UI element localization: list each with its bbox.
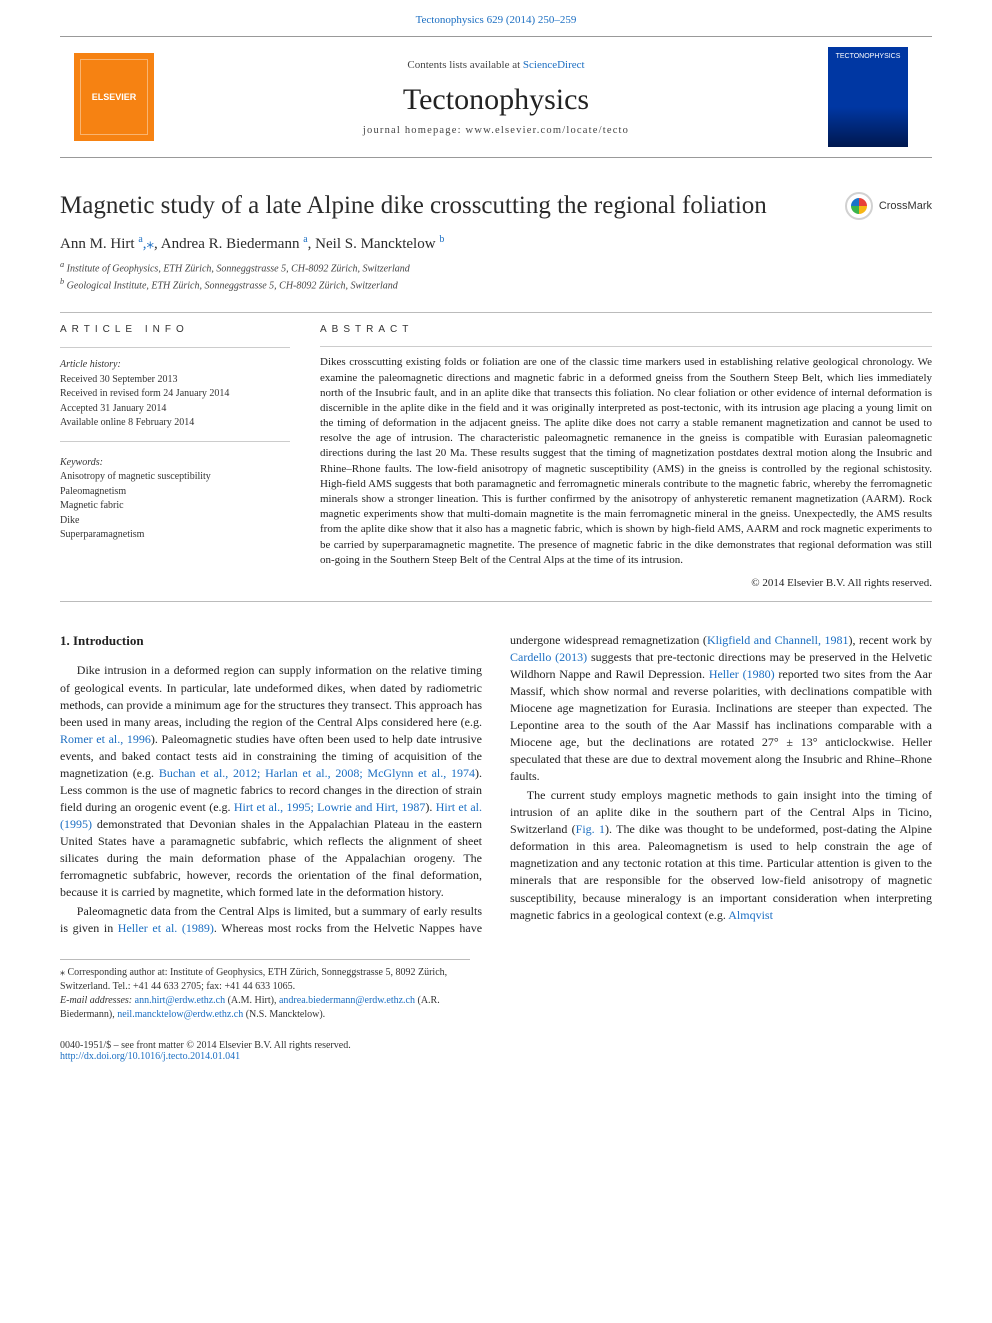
affiliation-b: b Geological Institute, ETH Zürich, Sonn…	[60, 276, 932, 293]
history-item: Received in revised form 24 January 2014	[60, 387, 290, 402]
email-link[interactable]: andrea.biedermann@erdw.ethz.ch	[279, 995, 415, 1006]
keyword: Paleomagnetism	[60, 485, 290, 500]
body-paragraph: The current study employs magnetic metho…	[510, 787, 932, 923]
keyword: Superparamagnetism	[60, 528, 290, 543]
abstract-copyright: © 2014 Elsevier B.V. All rights reserved…	[320, 576, 932, 591]
affiliation-b-text: Geological Institute, ETH Zürich, Sonneg…	[67, 281, 398, 292]
journal-masthead: ELSEVIER Contents lists available at Sci…	[60, 36, 932, 158]
article-history-head: Article history:	[60, 358, 290, 373]
author-2: Andrea R. Biedermann	[161, 236, 300, 252]
email-link[interactable]: ann.hirt@erdw.ethz.ch	[135, 995, 225, 1006]
citation-link[interactable]: Romer et al., 1996	[60, 732, 151, 746]
elsevier-wordmark: ELSEVIER	[92, 92, 137, 102]
body-text: ). The dike was thought to be undeformed…	[510, 822, 932, 921]
rule-below-abstract	[60, 601, 932, 602]
author-3: Neil S. Mancktelow	[315, 236, 435, 252]
author-1: Ann M. Hirt	[60, 236, 135, 252]
affiliation-a: a Institute of Geophysics, ETH Zürich, S…	[60, 259, 932, 276]
article-title: Magnetic study of a late Alpine dike cro…	[60, 192, 825, 220]
body-text: demonstrated that Devonian shales in the…	[60, 817, 482, 899]
emails-label: E-mail addresses:	[60, 995, 135, 1006]
masthead-center: Contents lists available at ScienceDirec…	[182, 59, 810, 136]
history-item: Available online 8 February 2014	[60, 416, 290, 431]
corresponding-asterisk: ,⁎	[143, 236, 154, 252]
article-info-heading: article info	[60, 323, 290, 338]
body-text: Dike intrusion in a deformed region can …	[60, 663, 482, 728]
keyword: Dike	[60, 514, 290, 529]
issn-statement: 0040-1951/$ – see front matter © 2014 El…	[60, 1040, 932, 1051]
abstract-heading: abstract	[320, 323, 932, 337]
citation-link[interactable]: Hirt et al., 1995; Lowrie and Hirt, 1987	[234, 800, 426, 814]
body-text: ).	[425, 800, 435, 814]
email-link[interactable]: neil.mancktelow@erdw.ethz.ch	[117, 1009, 243, 1020]
journal-cover-thumbnail: TECTONOPHYSICS	[828, 47, 908, 147]
doi-link[interactable]: http://dx.doi.org/10.1016/j.tecto.2014.0…	[60, 1051, 240, 1062]
rule-keywords	[60, 441, 290, 442]
citation-link[interactable]: Cardello (2013)	[510, 650, 587, 664]
homepage-url: www.elsevier.com/locate/tecto	[466, 125, 630, 136]
keyword: Magnetic fabric	[60, 499, 290, 514]
contents-prefix: Contents lists available at	[407, 59, 522, 71]
elsevier-logo: ELSEVIER	[74, 53, 154, 141]
abstract-column: abstract Dikes crosscutting existing fol…	[320, 323, 932, 591]
crossmark-icon	[845, 192, 873, 220]
author-3-aff: b	[439, 234, 444, 245]
citation-link[interactable]: Heller (1980)	[709, 667, 775, 681]
author-2-aff: a	[303, 234, 307, 245]
history-item: Received 30 September 2013	[60, 373, 290, 388]
citation-link[interactable]: Buchan et al., 2012; Harlan et al., 2008…	[159, 766, 475, 780]
sciencedirect-link[interactable]: ScienceDirect	[523, 59, 585, 71]
crossmark-label: CrossMark	[879, 200, 932, 212]
rule-top	[60, 312, 932, 313]
affiliation-a-text: Institute of Geophysics, ETH Zürich, Son…	[67, 263, 410, 274]
homepage-label: journal homepage:	[363, 125, 466, 136]
figure-link[interactable]: Fig. 1	[576, 822, 605, 836]
footnotes-block: ⁎ Corresponding author at: Institute of …	[60, 959, 470, 1022]
affiliations: a Institute of Geophysics, ETH Zürich, S…	[60, 259, 932, 294]
abstract-text: Dikes crosscutting existing folds or fol…	[320, 355, 932, 567]
journal-name: Tectonophysics	[182, 83, 810, 117]
body-text: reported two sites from the Aar Massif, …	[510, 667, 932, 783]
citation-link[interactable]: Almqvist	[728, 908, 773, 922]
keyword: Anisotropy of magnetic susceptibility	[60, 470, 290, 485]
history-item: Accepted 31 January 2014	[60, 402, 290, 417]
email-name: (A.M. Hirt),	[225, 995, 279, 1006]
author-line: Ann M. Hirt a,⁎, Andrea R. Biedermann a,…	[60, 234, 932, 253]
citation-link[interactable]: Heller et al. (1989)	[118, 921, 214, 935]
body-text: ), recent work by	[848, 633, 932, 647]
citation-link[interactable]: Tectonophysics 629 (2014) 250–259	[416, 14, 577, 26]
citation-link[interactable]: Kligfield and Channell, 1981	[707, 633, 849, 647]
journal-cover-title: TECTONOPHYSICS	[836, 53, 901, 60]
section-heading-intro: 1. Introduction	[60, 632, 482, 650]
keywords-head: Keywords:	[60, 456, 290, 471]
rule-abstract	[320, 346, 932, 347]
body-paragraph: Dike intrusion in a deformed region can …	[60, 662, 482, 900]
email-name: (N.S. Mancktelow).	[243, 1009, 325, 1020]
footer-issn-doi: 0040-1951/$ – see front matter © 2014 El…	[60, 1040, 932, 1062]
article-info-column: article info Article history: Received 3…	[60, 323, 290, 591]
crossmark-badge[interactable]: CrossMark	[845, 192, 932, 220]
contents-lists-line: Contents lists available at ScienceDirec…	[182, 59, 810, 71]
running-header: Tectonophysics 629 (2014) 250–259	[0, 0, 992, 36]
journal-homepage-line: journal homepage: www.elsevier.com/locat…	[182, 125, 810, 136]
body-two-column: 1. Introduction Dike intrusion in a defo…	[60, 632, 932, 937]
corresponding-author-note: ⁎ Corresponding author at: Institute of …	[60, 966, 470, 994]
email-addresses: E-mail addresses: ann.hirt@erdw.ethz.ch …	[60, 994, 470, 1022]
rule-info	[60, 347, 290, 348]
